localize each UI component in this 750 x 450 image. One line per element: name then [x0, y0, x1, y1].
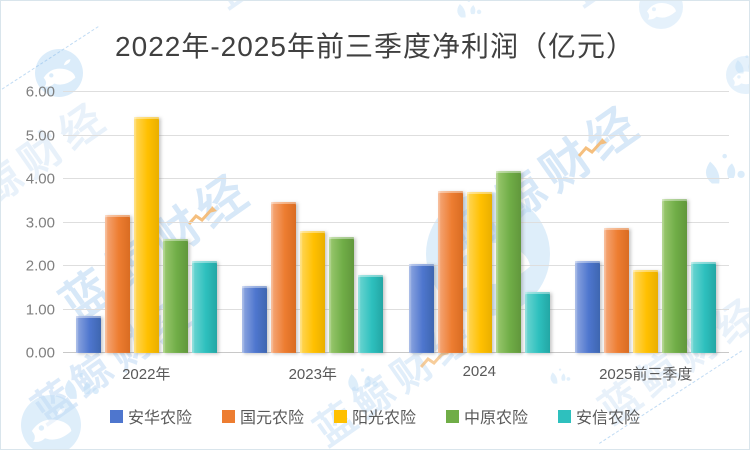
x-category-label: 2022年	[122, 366, 171, 383]
legend-item-阳光农险: 阳光农险	[333, 404, 416, 428]
y-tick-label: 3.00	[25, 214, 55, 231]
bar-国元农险-2022年	[104, 215, 130, 353]
bar-group-2022年	[63, 92, 230, 353]
legend-item-国元农险: 国元农险	[221, 404, 304, 428]
bar-group-2023年	[230, 92, 397, 353]
legend-label: 阳光农险	[351, 410, 416, 427]
bar-中原农险-2022年	[162, 239, 188, 353]
x-axis-line	[63, 352, 729, 353]
bar-group-2024	[396, 92, 563, 353]
x-category-label: 2025前三季度	[599, 366, 693, 383]
bar-国元农险-2025前三季度	[604, 228, 630, 353]
bar-安信农险-2024	[524, 292, 550, 353]
watermark-splash-icon	[457, 1, 482, 18]
y-tick-label: 4.00	[25, 170, 55, 188]
x-category-label: 2023年	[288, 366, 337, 383]
legend-label: 安信农险	[576, 410, 641, 427]
gridline	[63, 265, 729, 266]
bar-中原农险-2023年	[329, 237, 355, 353]
gridline	[63, 91, 729, 92]
gridline	[63, 221, 729, 223]
y-tick-label: 5.00	[25, 127, 55, 144]
bar-安信农险-2025前三季度	[691, 261, 717, 353]
watermark-brand-text: 蓝鲸财经	[562, 1, 741, 15]
bar-安华农险-2024	[408, 264, 434, 353]
y-axis: 0.00 1.00 2.00 3.00 4.00 5.00 6.00	[11, 85, 55, 361]
plot-area	[63, 91, 729, 353]
y-tick-label: 1.00	[25, 301, 55, 318]
legend-item-中原农险: 中原农险	[446, 404, 528, 428]
gridline	[63, 178, 729, 179]
bar-安华农险-2023年	[242, 286, 268, 353]
legend-swatch-icon	[558, 409, 572, 423]
bar-阳光农险-2023年	[300, 230, 326, 353]
x-category-label: 2024	[462, 363, 496, 380]
legend-item-安华农险: 安华农险	[109, 404, 192, 428]
watermark-brand-text: 蓝鲸财经	[207, 1, 386, 17]
legend-label: 安华农险	[127, 410, 192, 427]
legend: 安华农险 国元农险 阳光农险 中原农险 安信农险	[1, 404, 749, 428]
bar-安信农险-2022年	[191, 260, 217, 353]
bar-groups	[63, 92, 729, 353]
legend-swatch-icon	[446, 409, 459, 423]
gridline	[63, 308, 729, 310]
legend-label: 中原农险	[464, 410, 529, 427]
bar-阳光农险-2024	[466, 191, 492, 353]
bar-安信农险-2023年	[358, 275, 384, 353]
y-tick-label: 6.00	[25, 83, 55, 101]
bar-group-2025前三季度	[563, 92, 730, 353]
bar-中原农险-2025前三季度	[662, 198, 688, 353]
bar-中原农险-2024	[495, 170, 521, 353]
x-axis: 2022年 2023年 2024 2025前三季度	[63, 363, 729, 384]
legend-swatch-icon	[109, 409, 123, 423]
legend-swatch-icon	[333, 409, 347, 423]
legend-label: 国元农险	[239, 410, 304, 427]
bar-安华农险-2025前三季度	[575, 260, 601, 353]
bar-安华农险-2022年	[75, 316, 101, 353]
legend-swatch-icon	[221, 409, 235, 423]
bar-阳光农险-2022年	[133, 116, 159, 353]
chart-title: 2022年-2025年前三季度净利润（亿元）	[115, 31, 635, 62]
legend-item-安信农险: 安信农险	[558, 404, 640, 428]
y-tick-label: 0.00	[25, 344, 55, 362]
bar-国元农险-2023年	[271, 201, 297, 353]
bar-国元农险-2024	[437, 191, 463, 353]
gridline	[63, 134, 729, 136]
bar-阳光农险-2025前三季度	[633, 270, 659, 353]
y-tick-label: 2.00	[25, 257, 55, 275]
